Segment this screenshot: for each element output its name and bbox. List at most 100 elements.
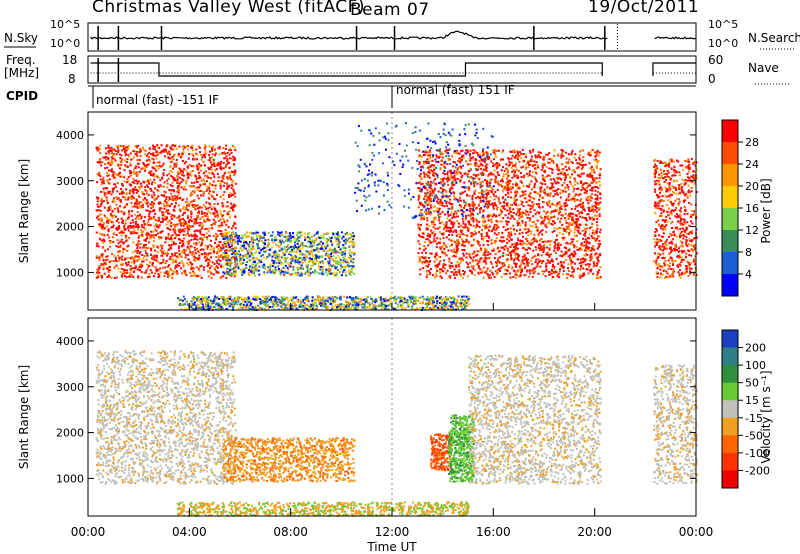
heatmap-cell: [307, 235, 309, 238]
heatmap-cell: [249, 254, 252, 257]
heatmap-cell: [594, 229, 597, 232]
heatmap-cell: [586, 199, 589, 202]
heatmap-cell: [531, 171, 534, 173]
heatmap-cell: [130, 158, 133, 161]
heatmap-cell: [228, 153, 231, 156]
heatmap-cell: [166, 203, 169, 205]
heatmap-cell: [126, 203, 128, 206]
heatmap-cell: [123, 206, 126, 208]
heatmap-cell: [477, 243, 480, 245]
heatmap-cell: [107, 230, 110, 233]
heatmap-cell: [433, 172, 436, 175]
heatmap-cell: [286, 235, 289, 238]
heatmap-cell: [428, 208, 431, 210]
heatmap-cell: [186, 240, 189, 243]
heatmap-cell: [272, 262, 275, 264]
heatmap-cell: [203, 266, 205, 269]
heatmap-cell: [146, 267, 149, 270]
heatmap-cell: [102, 254, 105, 257]
heatmap-cell: [477, 168, 479, 171]
heatmap-cell: [433, 164, 436, 167]
heatmap-cell: [589, 199, 592, 202]
heatmap-cell: [173, 179, 176, 182]
heatmap-cell: [350, 257, 352, 260]
heatmap-cell: [135, 220, 138, 223]
heatmap-cell: [295, 246, 297, 249]
heatmap-cell: [482, 190, 485, 193]
heatmap-cell: [227, 244, 230, 247]
heatmap-cell: [208, 202, 211, 205]
heatmap-cell: [170, 216, 173, 218]
heatmap-cell: [152, 246, 155, 249]
heatmap-cell: [186, 223, 189, 225]
heatmap-cell: [196, 181, 199, 183]
heatmap-cell: [113, 207, 116, 210]
heatmap-cell: [275, 269, 278, 272]
heatmap-cell: [220, 224, 223, 227]
heatmap-cell: [328, 267, 331, 270]
heatmap-cell: [206, 180, 208, 183]
heatmap-cell: [155, 219, 158, 222]
heatmap-cell: [120, 231, 123, 234]
heatmap-cell: [271, 259, 274, 262]
heatmap-cell: [144, 186, 147, 189]
heatmap-cell: [341, 251, 344, 254]
heatmap-cell: [103, 240, 106, 243]
heatmap-cell: [342, 246, 345, 249]
heatmap-cell: [162, 172, 165, 175]
heatmap-cell: [572, 243, 575, 246]
heatmap-cell: [188, 184, 191, 187]
heatmap-cell: [229, 149, 232, 152]
heatmap-cell: [525, 209, 527, 212]
heatmap-cell: [344, 271, 347, 274]
heatmap-cell: [505, 163, 508, 166]
heatmap-cell: [233, 146, 236, 149]
heatmap-cell: [124, 164, 127, 167]
heatmap-cell: [212, 212, 215, 215]
heatmap-cell: [182, 151, 185, 154]
heatmap-cell: [575, 220, 578, 223]
heatmap-cell: [516, 150, 519, 153]
heatmap-cell: [201, 156, 204, 159]
heatmap-cell: [595, 264, 598, 267]
heatmap-cell: [298, 253, 301, 256]
heatmap-cell: [423, 175, 426, 178]
heatmap-cell: [510, 238, 513, 241]
heatmap-cell: [95, 196, 98, 199]
heatmap-cell: [352, 242, 354, 245]
heatmap-cell: [250, 240, 253, 243]
heatmap-cell: [126, 245, 129, 248]
heatmap-cell: [326, 241, 328, 243]
heatmap-cell: [283, 258, 286, 261]
heatmap-cell: [350, 267, 353, 270]
heatmap-cell: [229, 246, 232, 248]
heatmap-cell: [159, 249, 162, 252]
heatmap-cell: [150, 235, 153, 238]
heatmap-cell: [167, 177, 170, 180]
heatmap-cell: [132, 224, 135, 227]
heatmap-cell: [216, 266, 219, 269]
heatmap-cell: [153, 234, 155, 237]
heatmap-cell: [569, 176, 572, 178]
heatmap-cell: [111, 236, 114, 239]
heatmap-cell: [193, 203, 196, 206]
heatmap-cell: [236, 252, 239, 255]
heatmap-cell: [344, 238, 347, 241]
heatmap-cell: [505, 259, 508, 262]
heatmap-cell: [245, 267, 248, 269]
freq-trace-end: [652, 62, 696, 76]
heatmap-cell: [187, 247, 190, 250]
heatmap-cell: [154, 148, 157, 151]
heatmap-cell: [231, 250, 234, 253]
heatmap-cell: [516, 270, 519, 273]
heatmap-cell: [287, 247, 290, 250]
heatmap-cell: [144, 149, 147, 152]
heatmap-cell: [424, 247, 427, 250]
heatmap-cell: [314, 263, 316, 266]
heatmap-cell: [318, 243, 321, 245]
heatmap-cell: [342, 256, 345, 259]
heatmap-cell: [467, 242, 470, 244]
heatmap-cell: [226, 188, 229, 191]
heatmap-cell: [220, 254, 223, 257]
heatmap-cell: [441, 190, 444, 193]
